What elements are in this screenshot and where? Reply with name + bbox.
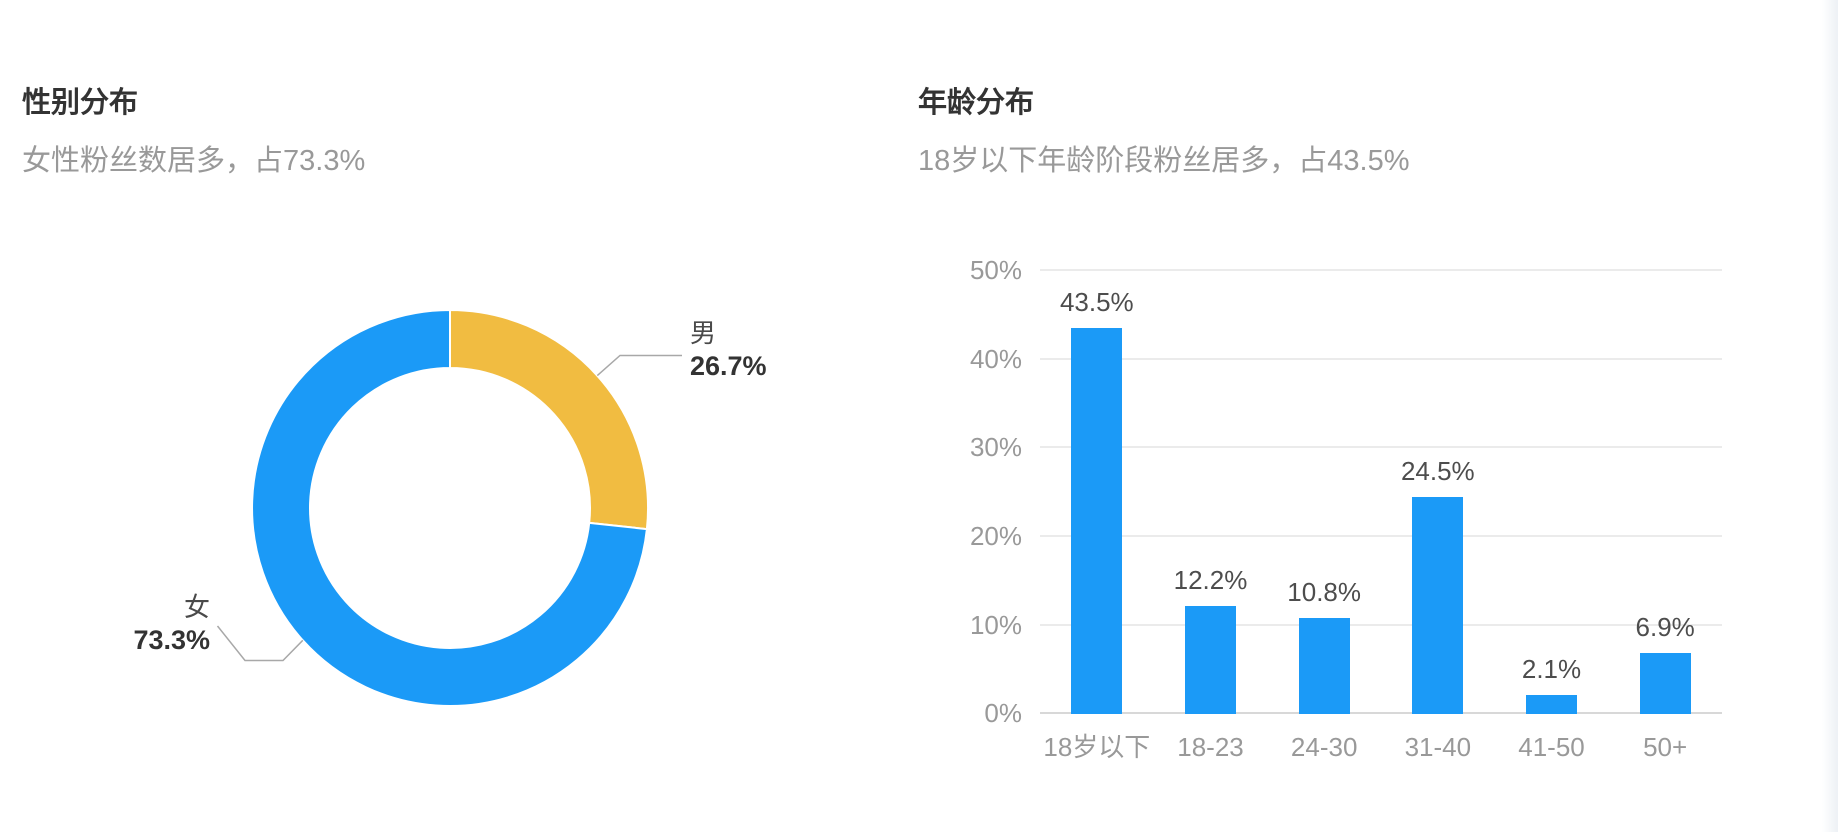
bar-3[interactable] xyxy=(1412,496,1464,714)
label-line-female xyxy=(216,625,304,662)
gridline-30 xyxy=(1040,446,1722,449)
y-axis-label-50: 50% xyxy=(969,255,1022,285)
donut-slice-male[interactable] xyxy=(449,308,650,531)
y-axis-label-30: 30% xyxy=(969,432,1022,463)
gender-panel-subtitle: 女性粉丝数居多，占73.3% xyxy=(22,145,366,177)
gender-panel-title: 性别分布 xyxy=(22,87,139,120)
bar-0[interactable] xyxy=(1071,328,1123,714)
y-axis-label-10: 10% xyxy=(969,609,1022,640)
bar-value-label-5: 6.9% xyxy=(1635,611,1695,642)
y-axis-label-40: 40% xyxy=(969,343,1022,374)
x-axis-label-4: 41-50 xyxy=(1518,732,1585,762)
bar-value-label-0: 43.5% xyxy=(1059,287,1134,318)
x-axis-label-1: 18-23 xyxy=(1177,732,1244,762)
label-line-male xyxy=(596,354,682,377)
bar-value-label-1: 12.2% xyxy=(1173,564,1248,595)
y-axis-label-20: 20% xyxy=(969,520,1022,551)
gridline-0 xyxy=(1040,712,1722,715)
x-axis-label-5: 50+ xyxy=(1643,732,1688,762)
gridline-40 xyxy=(1040,357,1722,360)
gridline-20 xyxy=(1040,534,1722,537)
gridline-50 xyxy=(1040,269,1722,271)
y-axis-label-0: 0% xyxy=(984,698,1022,729)
bar-5[interactable] xyxy=(1639,652,1691,714)
bar-1[interactable] xyxy=(1185,605,1236,714)
pie-label-female-name: 女 xyxy=(183,592,210,622)
x-axis-label-2: 24-30 xyxy=(1290,732,1358,762)
bar-value-label-4: 2.1% xyxy=(1521,654,1582,685)
donut-slice-female[interactable] xyxy=(251,308,649,707)
age-panel-subtitle: 18岁以下年龄阶段粉丝居多，占43.5% xyxy=(918,145,1410,177)
pie-label-male-name: 男 xyxy=(690,318,717,348)
bar-value-label-2: 10.8% xyxy=(1287,577,1362,608)
bar-2[interactable] xyxy=(1298,618,1350,714)
pie-label-male-percent: 26.7% xyxy=(690,351,767,381)
pie-label-female-percent: 73.3% xyxy=(133,625,210,655)
x-axis-label-0: 18岁以下 xyxy=(1043,732,1151,762)
pie-label-female: 女 73.3% xyxy=(96,591,210,657)
bar-4[interactable] xyxy=(1526,695,1577,714)
bar-value-label-3: 24.5% xyxy=(1400,455,1475,486)
pie-label-male: 男 26.7% xyxy=(690,317,767,383)
age-panel-title: 年龄分布 xyxy=(918,87,1035,120)
x-axis-label-3: 31-40 xyxy=(1404,732,1472,762)
gridline-10 xyxy=(1040,623,1722,626)
right-edge-shadow xyxy=(1822,0,1838,832)
